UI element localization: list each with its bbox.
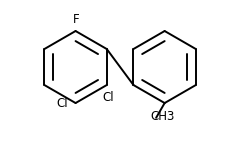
Text: Cl: Cl — [56, 97, 68, 110]
Text: CH3: CH3 — [150, 110, 174, 123]
Text: F: F — [73, 13, 79, 26]
Text: Cl: Cl — [101, 91, 113, 104]
